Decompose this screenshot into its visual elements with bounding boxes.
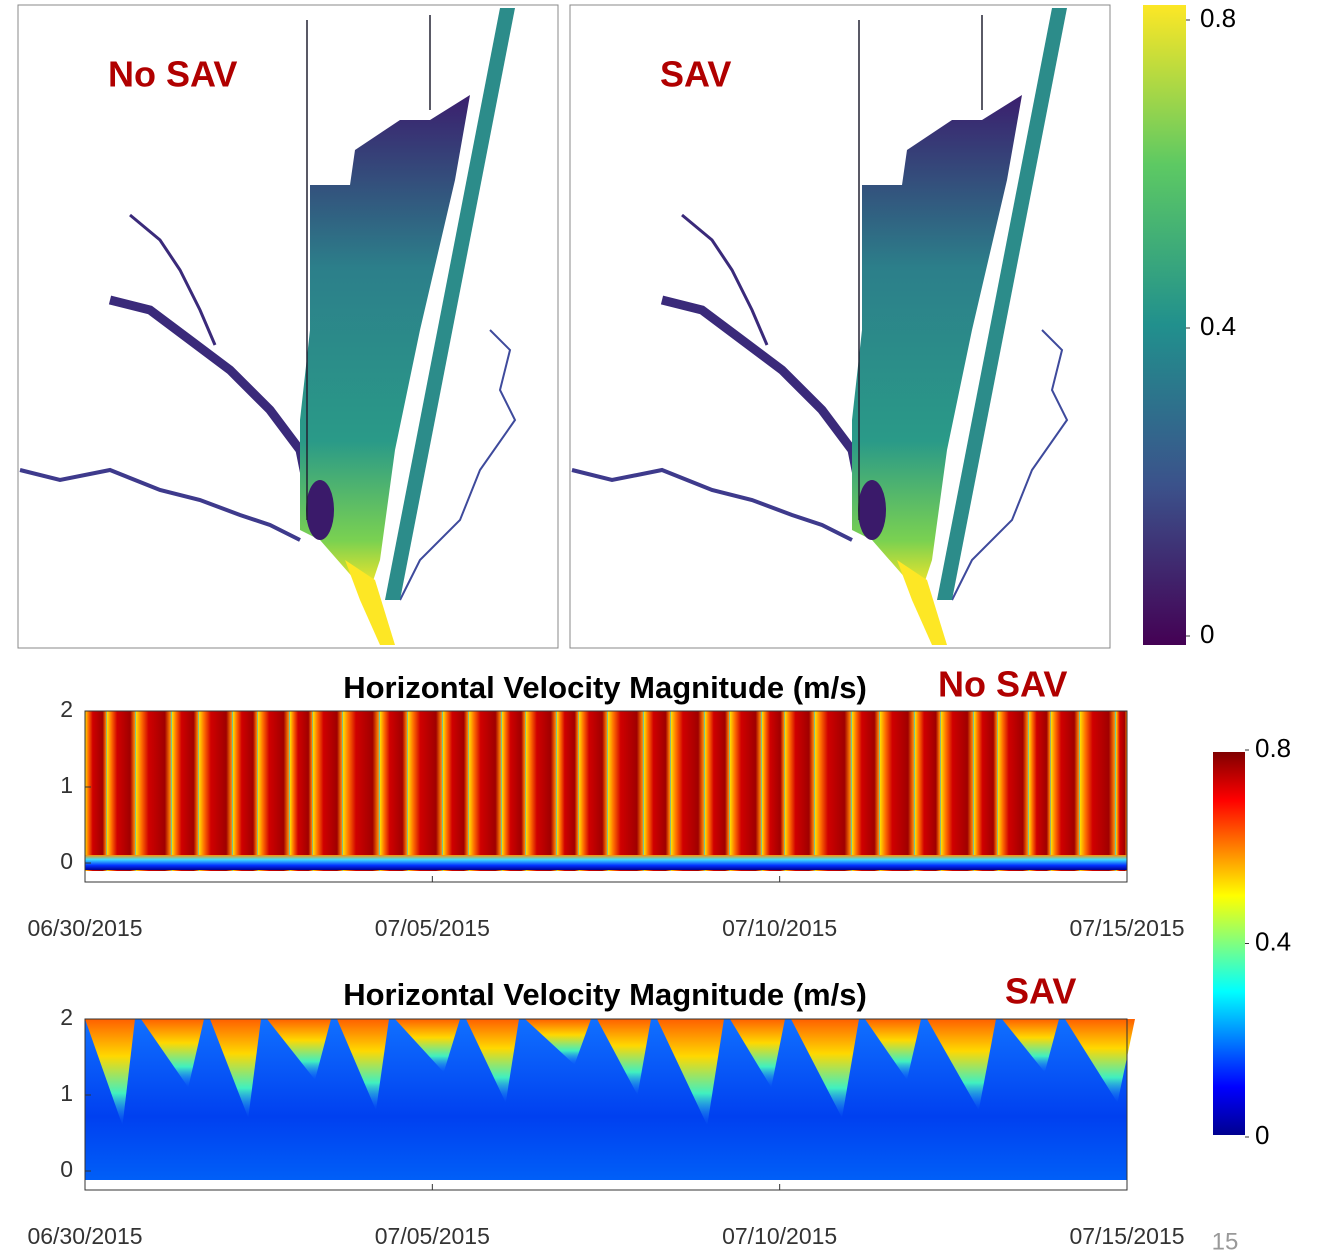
tidal-stripe	[469, 711, 502, 871]
map-frame	[569, 4, 1111, 649]
tidal-stripe	[85, 711, 107, 871]
colorbar-tick-label: 0.8	[1255, 733, 1291, 763]
map-frame	[17, 4, 559, 649]
tidal-stripe	[785, 711, 815, 871]
y-tick-label: 0	[60, 848, 73, 874]
tidal-stripe	[313, 711, 343, 871]
colorbar-tick-label: 0	[1255, 1120, 1269, 1150]
tidal-stripe	[343, 711, 380, 871]
tidal-plume	[927, 1019, 996, 1111]
page-number: 15	[1212, 1228, 1239, 1255]
bed-blank	[85, 872, 1127, 882]
tidal-plume	[730, 1019, 785, 1088]
x-tick-label: 07/10/2015	[722, 915, 837, 941]
bed-blank	[85, 1180, 1127, 1190]
tidal-stripe	[526, 711, 557, 871]
plot-frame	[84, 1018, 1128, 1191]
tidal-stripe	[815, 711, 852, 871]
y-tick-label: 2	[60, 1004, 73, 1030]
y-tick-label: 1	[60, 1080, 73, 1106]
tidal-plume	[85, 1019, 135, 1126]
tidal-plume	[525, 1019, 591, 1065]
y-tick-label: 2	[60, 696, 73, 722]
colorbar-tick-label: 0.8	[1200, 3, 1236, 33]
tidal-stripe	[671, 711, 705, 871]
x-tick-label: 06/30/2015	[27, 915, 142, 941]
tidal-plume	[1002, 1019, 1059, 1073]
colorbar-tick-label: 0	[1200, 619, 1214, 649]
tidal-stripe	[915, 711, 941, 871]
tidal-stripe	[443, 711, 469, 871]
tidal-stripe	[258, 711, 290, 871]
heatmap-field	[85, 711, 1127, 882]
tidal-stripe	[998, 711, 1029, 871]
x-tick-label: 07/10/2015	[722, 1223, 837, 1249]
tidal-stripe	[136, 711, 172, 871]
colorbar-tick-label: 0.4	[1200, 311, 1236, 341]
tidal-stripe	[290, 711, 313, 871]
x-tick-label: 07/05/2015	[375, 915, 490, 941]
tidal-stripe	[762, 711, 785, 871]
tidal-stripe	[974, 711, 998, 871]
tidal-stripe	[579, 711, 608, 871]
tidal-plume	[267, 1019, 331, 1080]
chart-title: Horizontal Velocity Magnitude (m/s)	[343, 670, 867, 705]
tidal-stripe	[1116, 711, 1127, 871]
x-tick-label: 07/05/2015	[375, 1223, 490, 1249]
tidal-stripe	[644, 711, 671, 871]
tidal-stripe	[172, 711, 199, 871]
plot-frame	[84, 710, 1128, 883]
tidal-stripe	[852, 711, 880, 871]
tidal-stripe	[1051, 711, 1080, 871]
tidal-plume	[210, 1019, 261, 1118]
tidal-stripe	[1080, 711, 1116, 871]
tidal-plume	[466, 1019, 519, 1103]
tidal-plume	[865, 1019, 921, 1080]
tidal-stripe	[233, 711, 258, 871]
tidal-stripe	[380, 711, 408, 871]
tidal-stripe	[941, 711, 974, 871]
scenario-tag: No SAV	[938, 664, 1067, 705]
y-tick-label: 0	[60, 1156, 73, 1182]
x-tick-label: 07/15/2015	[1069, 1223, 1184, 1249]
tidal-plume	[597, 1019, 651, 1095]
tidal-plume	[337, 1019, 389, 1111]
colorbar-tick-label: 0.4	[1255, 926, 1291, 956]
tidal-stripe	[705, 711, 730, 871]
tidal-stripe	[608, 711, 644, 871]
map-label: No SAV	[108, 54, 237, 95]
tidal-plume	[395, 1019, 460, 1073]
chart-title: Horizontal Velocity Magnitude (m/s)	[343, 977, 867, 1012]
heatmap-field	[85, 1019, 1135, 1190]
tidal-plume	[141, 1019, 204, 1088]
tidal-plume	[657, 1019, 724, 1126]
map-label: SAV	[660, 54, 731, 95]
x-tick-label: 07/15/2015	[1069, 915, 1184, 941]
x-tick-label: 06/30/2015	[27, 1223, 142, 1249]
scenario-tag: SAV	[1005, 971, 1076, 1012]
map-colorbar	[1143, 5, 1186, 645]
bed-layer	[85, 855, 1127, 870]
velocity-colorbar	[1213, 752, 1245, 1135]
tidal-plume	[791, 1019, 859, 1118]
map-sav	[572, 8, 1067, 645]
tidal-stripe	[730, 711, 762, 871]
tidal-stripe	[502, 711, 526, 871]
tidal-stripe	[408, 711, 443, 871]
tidal-plume	[1065, 1019, 1135, 1103]
tidal-stripe	[107, 711, 136, 871]
tidal-stripe	[199, 711, 233, 871]
y-tick-label: 1	[60, 772, 73, 798]
tidal-stripe	[1029, 711, 1051, 871]
tidal-stripe	[557, 711, 579, 871]
tidal-stripe	[880, 711, 915, 871]
